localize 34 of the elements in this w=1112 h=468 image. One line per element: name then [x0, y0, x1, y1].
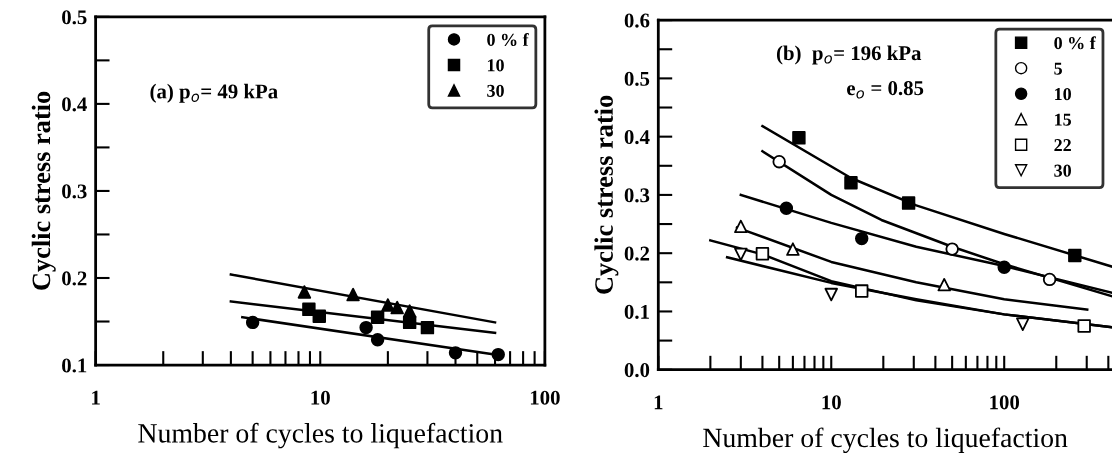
legend-label: 5 [1054, 62, 1062, 75]
y-tick-label: 0.4 [62, 97, 87, 112]
y-tick-label: 0.3 [624, 188, 650, 203]
y-tick-label: 0.5 [624, 71, 650, 86]
y-tick-label: 0.0 [624, 363, 650, 378]
legend-label: 30 [1054, 164, 1071, 177]
x-tick-label: 1 [654, 395, 663, 410]
y-tick-label: 0.1 [624, 304, 649, 319]
legend-label: 15 [1055, 113, 1072, 126]
x-axis-title: Number of cycles to liquefaction [703, 427, 1068, 454]
x-axis-title: Number of cycles to liquefaction [138, 422, 503, 449]
y-tick-label: 0.1 [62, 358, 87, 373]
y-tick-label: 0.3 [62, 184, 87, 199]
annotation: (a) p$_{o}$= 49 kPa [150, 83, 278, 103]
legend-label: 0 % f [487, 33, 529, 46]
x-tick-label: 10 [311, 390, 330, 405]
x-tick-label: 10 [822, 395, 841, 410]
x-tick-label: 100 [530, 390, 560, 405]
annotation: (b) p$_{o}$= 196 kPa [776, 45, 922, 65]
y-tick-label: 0.6 [624, 13, 650, 28]
y-axis-title: Cyclic stress ratio [594, 95, 619, 294]
y-tick-label: 0.5 [62, 10, 87, 25]
y-tick-label: 0.2 [62, 271, 87, 286]
y-axis-title: Cyclic stress ratio [31, 91, 56, 290]
annotation: e$_{o}$ = 0.85 [847, 81, 924, 99]
legend-label: 0 % f [1054, 36, 1096, 50]
legend-label: 10 [1055, 88, 1071, 101]
legend-label: 22 [1054, 139, 1071, 152]
x-tick-label: 100 [990, 395, 1020, 410]
legend-label: 10 [487, 59, 504, 72]
legend-label: 30 [487, 84, 504, 97]
y-tick-label: 0.4 [624, 130, 650, 145]
y-tick-label: 0.2 [624, 246, 650, 261]
x-tick-label: 1 [92, 390, 100, 405]
